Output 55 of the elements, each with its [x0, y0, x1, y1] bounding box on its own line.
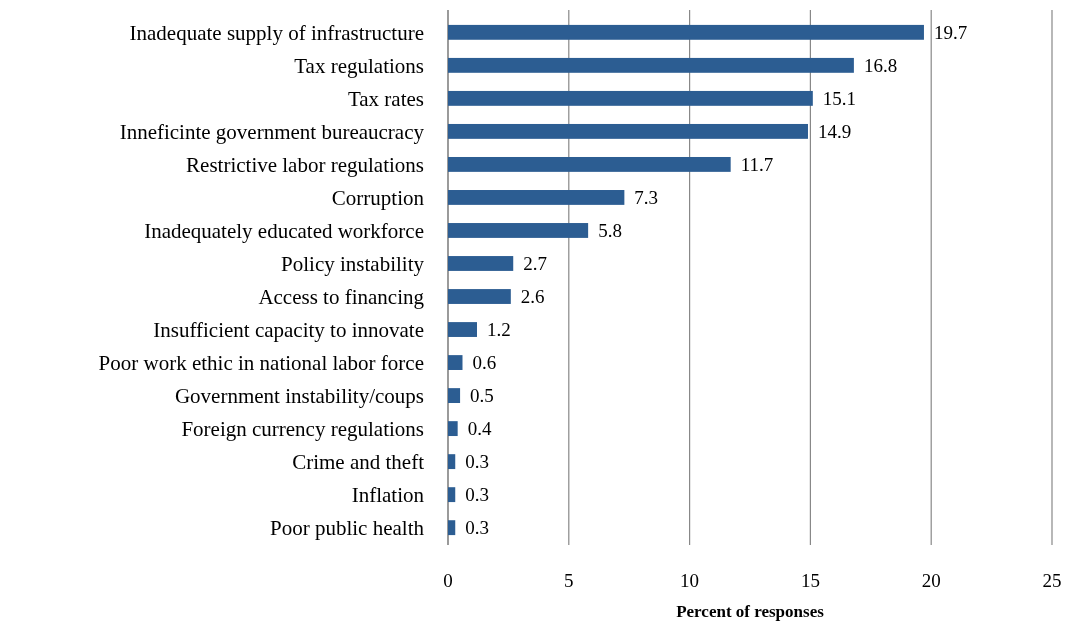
- bar: [448, 190, 625, 205]
- y-tick-label: Crime and theft: [292, 449, 425, 474]
- bar: [448, 454, 456, 470]
- data-label: 15.1: [822, 88, 857, 110]
- data-label: 5.8: [598, 220, 622, 242]
- bar: [448, 355, 463, 370]
- data-label: 14.9: [817, 121, 852, 143]
- bar: [448, 520, 456, 536]
- data-label: 0.6: [472, 352, 497, 374]
- y-tick-label: Poor public health: [270, 516, 425, 541]
- x-tick-label: 20: [921, 570, 941, 591]
- y-tick-label: Inneficinte government bureaucracy: [119, 119, 425, 144]
- bar: [448, 223, 589, 238]
- y-tick-label: Policy instability: [281, 251, 425, 276]
- bar: [448, 487, 456, 503]
- x-tick-label: 25: [1042, 570, 1062, 591]
- y-tick-label: Corruption: [331, 185, 425, 210]
- data-label: 0.3: [465, 517, 489, 539]
- y-tick-label: Government instability/coups: [174, 383, 424, 408]
- y-tick-label: Tax regulations: [294, 53, 424, 78]
- data-label: 11.7: [740, 154, 774, 176]
- data-label: 2.7: [523, 253, 547, 275]
- y-tick-label: Poor work ethic in national labor force: [98, 350, 424, 375]
- x-tick-label: 10: [680, 570, 700, 591]
- x-axis-title: Percent of responses: [676, 602, 825, 621]
- bar: [448, 156, 731, 172]
- bar: [448, 322, 477, 337]
- x-tick-label: 0: [443, 570, 453, 591]
- y-tick-label: Tax rates: [347, 86, 424, 111]
- y-tick-label: Insufficient capacity to innovate: [153, 317, 424, 342]
- data-label: 0.4: [467, 418, 492, 440]
- data-label: 2.6: [520, 286, 545, 308]
- data-label: 1.2: [486, 319, 511, 341]
- bar: [448, 57, 854, 73]
- data-label: 0.3: [465, 451, 489, 473]
- bar: [448, 90, 813, 106]
- y-tick-label: Foreign currency regulations: [181, 416, 424, 441]
- y-tick-label: Inflation: [351, 482, 425, 507]
- bar: [448, 289, 511, 304]
- y-tick-label: Restrictive labor regulations: [186, 152, 424, 177]
- y-tick-label: Inadequate supply of infrastructure: [129, 20, 424, 45]
- y-tick-label: Access to financing: [258, 284, 425, 309]
- bar: [448, 421, 458, 437]
- x-tick-label: 5: [564, 570, 574, 591]
- bar: [448, 388, 461, 404]
- data-label: 16.8: [863, 55, 898, 77]
- bar: [448, 256, 514, 271]
- data-label: 0.3: [465, 484, 489, 506]
- data-label: 0.5: [470, 385, 494, 407]
- bar: [448, 24, 924, 40]
- data-label: 19.7: [933, 21, 968, 43]
- x-tick-label: 15: [800, 570, 820, 591]
- y-tick-label: Inadequately educated workforce: [144, 218, 424, 243]
- bar: [448, 123, 808, 139]
- data-label: 7.3: [634, 187, 659, 209]
